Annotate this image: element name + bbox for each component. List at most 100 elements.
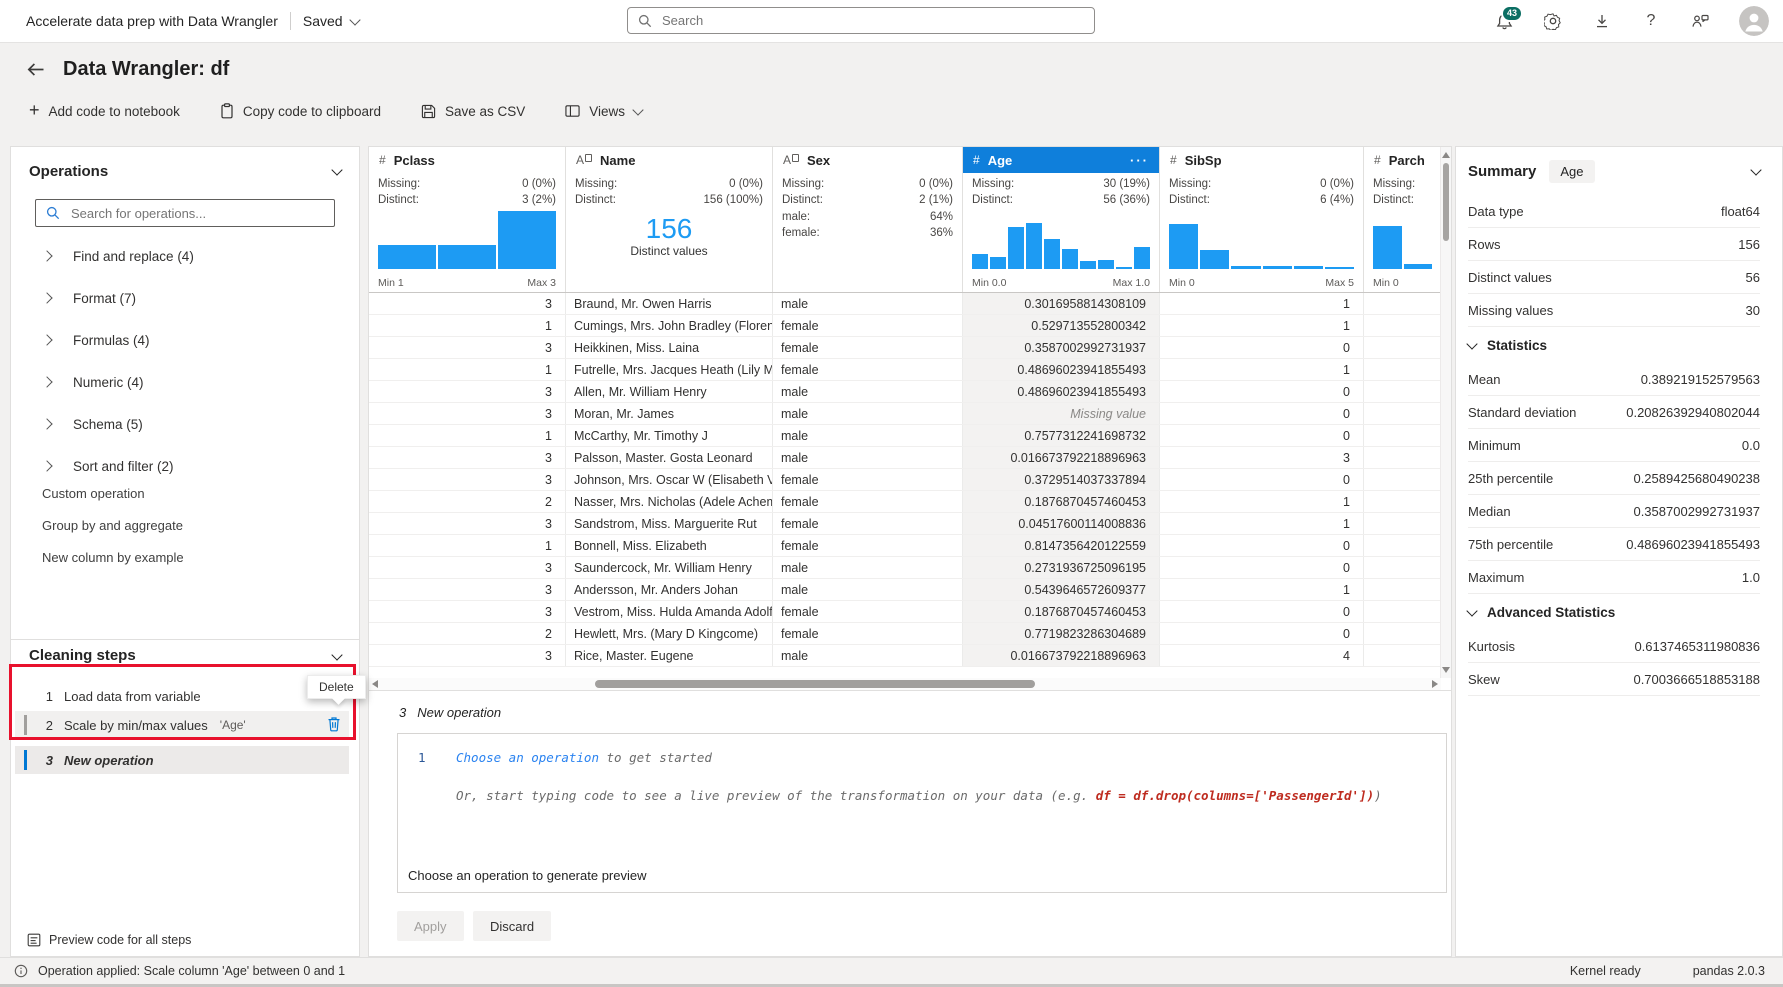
column-header-name[interactable]: A Name Missing: 0 (0%) Distinct: 156 (100%) 15… (566, 147, 773, 292)
cleaning-step-1[interactable]: 1 Load data from variable (15, 682, 349, 710)
table-row[interactable]: 3 Sandstrom, Miss. Marguerite Rut female 0.… (369, 513, 1442, 535)
help-icon[interactable]: ? (1646, 12, 1656, 29)
operations-group-4[interactable]: Schema (5) (11, 403, 359, 445)
operations-link-0[interactable]: Custom operation (42, 485, 145, 501)
operations-group-1[interactable]: Format (7) (11, 277, 359, 319)
scroll-down-arrow-icon[interactable] (1442, 667, 1450, 673)
operations-search-input[interactable] (69, 204, 324, 222)
table-row[interactable]: 3 Allen, Mr. William Henry male 0.486960239… (369, 381, 1442, 403)
scroll-right-arrow-icon[interactable] (1432, 680, 1438, 688)
table-row[interactable]: 2 Hewlett, Mrs. (Mary D Kingcome) female 0.… (369, 623, 1442, 645)
summary-value: 0.389219152579563 (1640, 371, 1760, 387)
choose-operation-link[interactable]: Choose an operation (456, 750, 599, 765)
chevron-right-icon (41, 334, 53, 346)
scroll-up-arrow-icon[interactable] (1442, 152, 1450, 158)
summary-statistics-rows: Mean 0.389219152579563 Standard deviation 0… (1468, 363, 1760, 594)
operations-group-0[interactable]: Find and replace (4) (11, 235, 359, 277)
table-row[interactable]: 3 Rice, Master. Eugene male 0.0166737922188… (369, 645, 1442, 667)
table-row[interactable]: 3 Braund, Mr. Owen Harris male 0.3016958814… (369, 293, 1442, 315)
operations-group-5[interactable]: Sort and filter (2) (11, 445, 359, 487)
table-row[interactable]: 1 Futrelle, Mrs. Jacques Heath (Lily Ma fe… (369, 359, 1442, 381)
cell-age: 0.3729514037337894 (963, 469, 1160, 490)
search-icon (46, 206, 60, 220)
user-avatar[interactable] (1739, 6, 1769, 36)
operations-link-2[interactable]: New column by example (42, 549, 184, 565)
table-row[interactable]: 3 Heikkinen, Miss. Laina female 0.358700299… (369, 337, 1442, 359)
column-header-sex[interactable]: A Sex Missing: 0 (0%) Distinct: 2 (1%) male: 64… (773, 147, 963, 292)
table-row[interactable]: 3 Vestrom, Miss. Hulda Amanda Adolf female… (369, 601, 1442, 623)
save-as-csv-button[interactable]: Save as CSV (421, 104, 525, 119)
summary-collapse-chevron-icon[interactable] (1750, 163, 1762, 176)
cell-age: 0.529713552800342 (963, 315, 1160, 336)
discard-button[interactable]: Discard (473, 911, 552, 941)
statistics-row: 75th percentile 0.48696023941855493 (1468, 528, 1760, 561)
table-row[interactable]: 3 Johnson, Mrs. Oscar W (Elisabeth Vil fem… (369, 469, 1442, 491)
table-row[interactable]: 3 Moran, Mr. James male Missing value 0 (369, 403, 1442, 425)
operations-group-3[interactable]: Numeric (4) (11, 361, 359, 403)
min-label: Min 0.0 (972, 277, 1007, 289)
back-arrow-icon[interactable] (27, 62, 45, 77)
operations-link-1[interactable]: Group by and aggregate (42, 517, 183, 533)
preview-code-all-steps-button[interactable]: Preview code for all steps (27, 933, 191, 947)
scroll-left-arrow-icon[interactable] (372, 680, 378, 688)
more-options-icon[interactable]: ··· (1130, 152, 1149, 168)
cleaning-step-2[interactable]: 2 Scale by min/max values 'Age' (15, 711, 349, 739)
table-row[interactable]: 1 Cumings, Mrs. John Bradley (Florenc fema… (369, 315, 1442, 337)
summary-value: 156 (1738, 236, 1760, 252)
horizontal-scrollbar-thumb[interactable] (595, 680, 1035, 688)
horizontal-scrollbar[interactable] (369, 678, 1441, 690)
cell-age: 0.7719823286304689 (963, 623, 1160, 644)
saved-status-dropdown[interactable]: Saved (303, 13, 361, 29)
feedback-icon[interactable] (1690, 11, 1710, 31)
cleaning-steps-collapse-chevron-icon[interactable] (331, 649, 343, 661)
search-input[interactable] (660, 12, 1084, 29)
delete-trash-icon[interactable] (327, 716, 341, 732)
column-header-pclass[interactable]: # Pclass Missing: 0 (0%) Distinct: 3 (2%) Min … (369, 147, 566, 292)
statistics-section-header[interactable]: Statistics (1466, 327, 1760, 363)
operations-collapse-chevron-icon[interactable] (331, 164, 343, 176)
apply-button[interactable]: Apply (397, 911, 464, 941)
cell-parch (1364, 447, 1442, 468)
stat-value: 56 (36%) (1103, 194, 1150, 206)
views-dropdown[interactable]: Views (565, 104, 644, 119)
operations-group-2[interactable]: Formulas (4) (11, 319, 359, 361)
summary-label: Distinct values (1468, 269, 1552, 285)
cell-pclass: 1 (369, 315, 566, 336)
table-row[interactable]: 3 Saundercock, Mr. William Henry male 0.273… (369, 557, 1442, 579)
step-label: Scale by min/max values (64, 717, 208, 733)
vertical-scrollbar-thumb[interactable] (1443, 163, 1449, 241)
clipboard-icon (220, 103, 234, 119)
column-histogram (972, 209, 1150, 269)
copy-code-button[interactable]: Copy code to clipboard (220, 103, 381, 119)
column-header-age[interactable]: # Age ··· Missing: 30 (19%) Distinct: 56 (36%)… (963, 147, 1160, 292)
cleaning-step-3[interactable]: 3 New operation (15, 746, 349, 774)
code-editor[interactable]: 1 Choose an operation to get started Or,… (397, 733, 1447, 893)
settings-gear-icon[interactable] (1543, 11, 1563, 31)
chevron-right-icon (41, 250, 53, 262)
operations-search-box[interactable] (35, 199, 335, 227)
summary-value: 56 (1745, 269, 1760, 285)
table-row[interactable]: 1 Bonnell, Miss. Elizabeth female 0.8147356… (369, 535, 1442, 557)
cell-pclass: 3 (369, 557, 566, 578)
cell-parch (1364, 315, 1442, 336)
divider (289, 12, 291, 30)
notifications-bell-icon[interactable]: 43 (1494, 5, 1523, 31)
cell-age: 0.04517600114008836 (963, 513, 1160, 534)
column-header-parch[interactable]: # Parch Missing: Distinct: Min 0 (1364, 147, 1442, 292)
cell-age: 0.2731936725096195 (963, 557, 1160, 578)
download-icon[interactable] (1592, 11, 1612, 31)
table-row[interactable]: 2 Nasser, Mrs. Nicholas (Adele Achem femal… (369, 491, 1442, 513)
table-row[interactable]: 3 Palsson, Master. Gosta Leonard male 0.016… (369, 447, 1442, 469)
cell-parch (1364, 359, 1442, 380)
grid-rows: 3 Braund, Mr. Owen Harris male 0.3016958814… (369, 293, 1442, 667)
vertical-scrollbar[interactable] (1440, 147, 1451, 678)
column-header-sibsp[interactable]: # SibSp Missing: 0 (0%) Distinct: 6 (4%) Min 0… (1160, 147, 1364, 292)
add-code-to-notebook-button[interactable]: + Add code to notebook (29, 100, 180, 120)
table-row[interactable]: 3 Andersson, Mr. Anders Johan male 0.543964… (369, 579, 1442, 601)
summary-row: Missing values 30 (1468, 294, 1760, 327)
global-search-box[interactable] (627, 7, 1095, 34)
advanced-statistics-section-header[interactable]: Advanced Statistics (1466, 594, 1760, 630)
column-title: A Name (566, 147, 772, 173)
step-number: 3 (45, 752, 53, 768)
